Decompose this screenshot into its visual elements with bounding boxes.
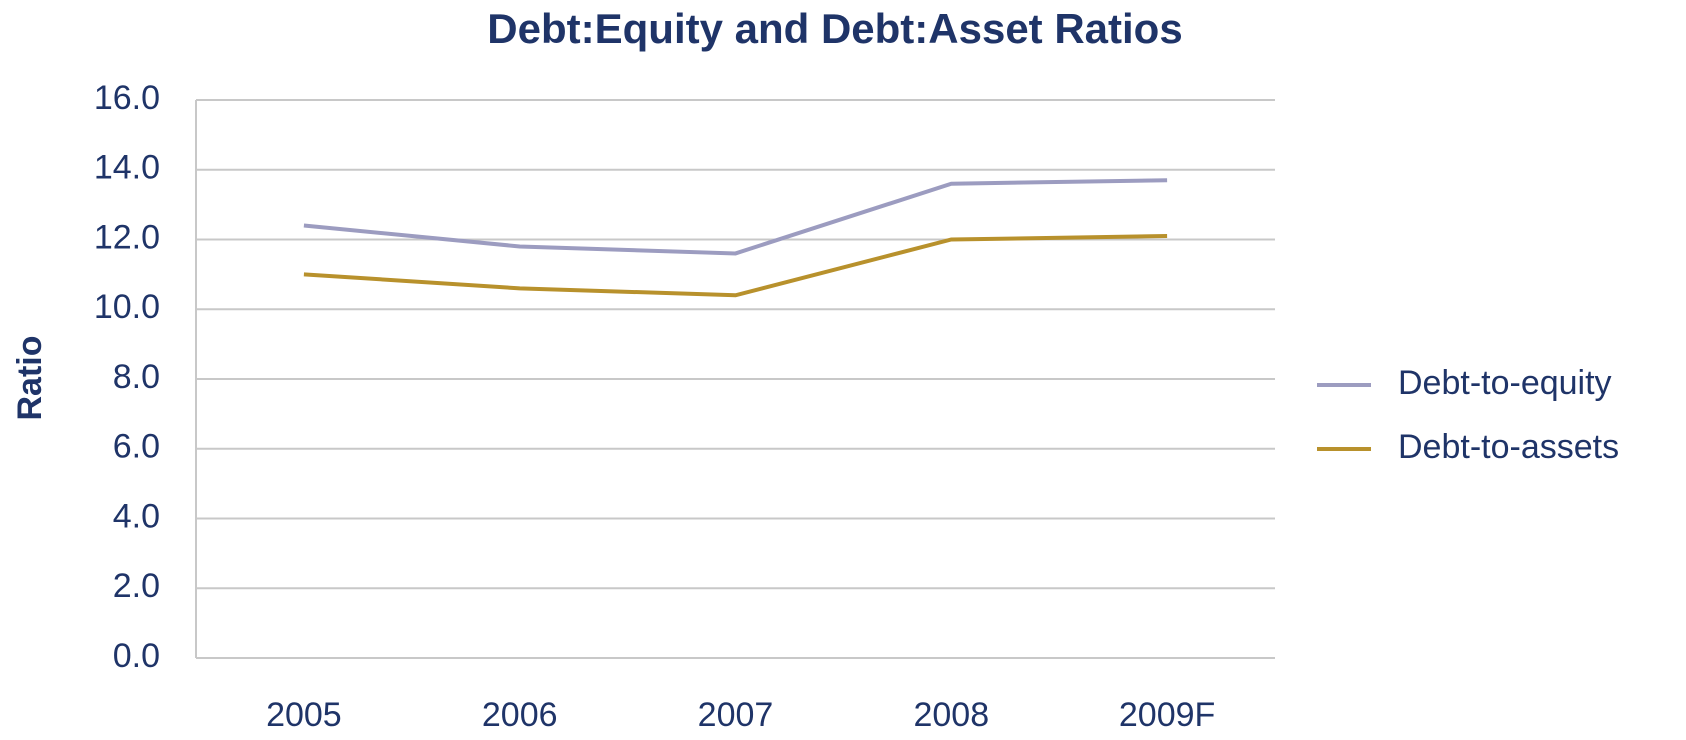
chart-title: Debt:Equity and Debt:Asset Ratios (487, 5, 1182, 52)
x-tick-label: 2005 (266, 696, 342, 734)
legend-label: Debt-to-assets (1398, 428, 1619, 466)
y-tick-label: 16.0 (94, 79, 160, 117)
x-tick-label: 2007 (698, 696, 774, 734)
data-line (303, 234, 1168, 298)
y-tick-label: 2.0 (113, 567, 160, 605)
y-tick-label: 6.0 (113, 428, 160, 466)
y-tick-label: 4.0 (113, 497, 160, 535)
y-tick-label: 10.0 (94, 288, 160, 326)
y-tick-label: 8.0 (113, 358, 160, 396)
legend-label: Debt-to-equity (1398, 364, 1612, 402)
x-tick-label: 2009F (1119, 696, 1215, 734)
data-line (303, 178, 1168, 256)
y-tick-label: 12.0 (94, 218, 160, 256)
x-tick-label: 2008 (913, 696, 989, 734)
y-tick-label: 14.0 (94, 149, 160, 187)
y-tick-label: 0.0 (113, 637, 160, 675)
y-axis-label: Ratio (11, 336, 49, 421)
x-tick-label: 2006 (482, 696, 558, 734)
